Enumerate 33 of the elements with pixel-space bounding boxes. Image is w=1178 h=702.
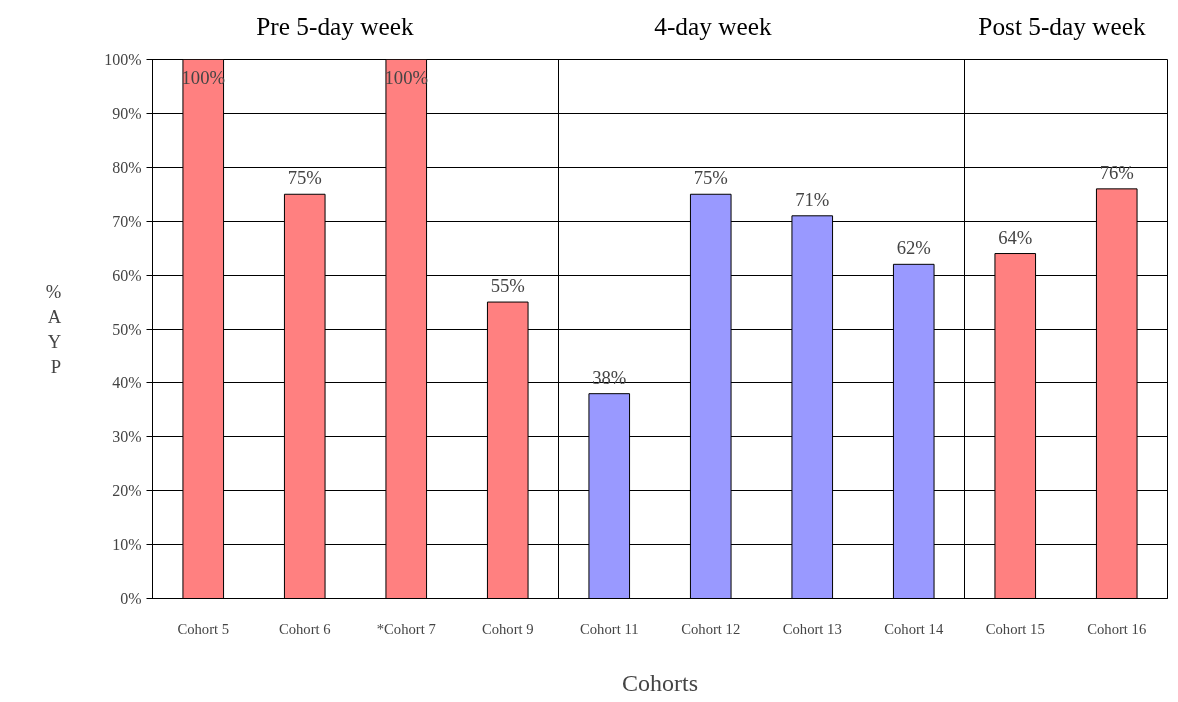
data-label: 75%: [693, 167, 728, 189]
y-tick-label: 0%: [120, 590, 142, 607]
y-axis-title: % AYP: [45, 280, 62, 378]
text: Pre 5-day week: [256, 11, 414, 42]
x-tick-label: Cohort 9: [481, 620, 534, 637]
x-tick-label: Cohort 6: [278, 620, 331, 637]
y-tick-label: 40%: [112, 374, 142, 392]
y-tick-label: 20%: [112, 482, 142, 500]
y-tick-label: 90%: [112, 104, 142, 122]
y-tick-label: 80%: [112, 158, 142, 176]
y-tick-label: 70%: [112, 212, 142, 230]
y-tick-label: 100%: [104, 51, 142, 68]
y-tick-label: 30%: [112, 428, 142, 446]
data-label: 75%: [287, 167, 322, 189]
data-label: 62%: [896, 237, 931, 259]
x-tick-label: Cohort 16: [1087, 620, 1147, 637]
x-tick-label: Cohort 13: [782, 620, 842, 637]
x-tick-label: Cohort 14: [884, 620, 944, 637]
x-axis-title: Cohorts: [622, 669, 699, 696]
y-tick-label: 60%: [112, 266, 142, 284]
y-tick-label: 10%: [112, 536, 142, 554]
x-tick-label: Cohort 12: [681, 620, 741, 637]
x-tick-label: *Cohort 7: [376, 620, 436, 637]
y-tick-label: 50%: [112, 320, 142, 338]
data-label: 76%: [1099, 161, 1134, 183]
data-label: 64%: [998, 226, 1033, 248]
text: 4-day week: [654, 11, 772, 42]
x-tick-label: Cohort 15: [985, 620, 1045, 637]
data-label: 55%: [490, 275, 525, 297]
x-tick-label: Cohort 11: [580, 620, 639, 637]
x-tick-label: Cohort 5: [177, 620, 230, 637]
data-label: 71%: [795, 188, 830, 210]
text: Post 5-day week: [978, 11, 1146, 42]
